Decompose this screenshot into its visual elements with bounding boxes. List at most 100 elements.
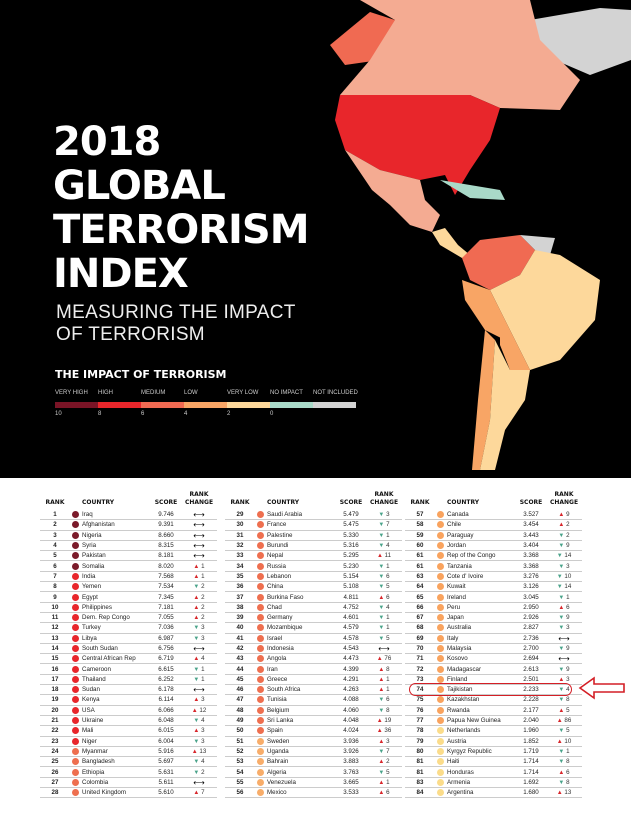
- rank: 54: [236, 768, 244, 776]
- rank-change-value: 1: [201, 665, 205, 673]
- arrow-up-icon: ▲: [376, 718, 383, 725]
- rank-change: ▲ 5: [549, 707, 579, 714]
- country: France: [267, 521, 287, 529]
- no-change-icon: ⟷: [558, 633, 570, 643]
- impact-dot: [71, 552, 79, 560]
- country: Mozambique: [267, 624, 303, 632]
- score: 3.126: [523, 583, 539, 591]
- table-row: 11 Dem. Rep Congo 7.055 ▲ 2: [40, 613, 217, 624]
- rank: 53: [236, 758, 244, 766]
- arrow-up-icon: ▲: [558, 707, 565, 714]
- country: Burundi: [267, 542, 289, 550]
- country: Kosovo: [447, 655, 468, 663]
- arrow-down-icon: ▼: [378, 748, 385, 755]
- country: Rep of the Congo: [447, 552, 496, 560]
- impact-dot: [436, 552, 444, 560]
- arrow-up-icon: ▲: [558, 769, 565, 776]
- table-row: 33 Nepal 5.295 ▲ 11: [225, 551, 402, 562]
- rank: 31: [236, 531, 244, 539]
- impact-dot: [71, 758, 79, 766]
- country: Belgium: [267, 706, 290, 714]
- score: 6.114: [158, 696, 174, 704]
- impact-dot: [436, 593, 444, 601]
- country: Burkina Faso: [267, 593, 304, 601]
- arrow-down-icon: ▼: [378, 543, 385, 550]
- arrow-down-icon: ▼: [378, 625, 385, 632]
- country: Libya: [82, 634, 97, 642]
- rank-change: ▲ 6: [369, 789, 399, 796]
- rank-change: ⟷: [369, 644, 399, 653]
- rank-change-value: 2: [201, 583, 205, 591]
- country: Uganda: [267, 747, 289, 755]
- country: Tanzania: [447, 562, 472, 570]
- country: Russia: [267, 562, 286, 570]
- table-row: 64 Kuwait 3.126 ▼ 14: [405, 582, 582, 593]
- usa: [335, 95, 500, 195]
- arrow-down-icon: ▼: [378, 563, 385, 570]
- rank-change: ▼ 14: [549, 583, 579, 590]
- rank-change-value: 6: [386, 572, 390, 580]
- rank-change: ▲ 36: [369, 727, 399, 734]
- rank-change: ▲ 10: [549, 738, 579, 745]
- rank: 71: [416, 655, 424, 663]
- table-row: 43 Angola 4.473 ▲ 76: [225, 654, 402, 665]
- rank-change-value: 36: [384, 727, 392, 735]
- rank: 26: [51, 768, 59, 776]
- header-score: SCORE: [154, 499, 178, 506]
- score: 6.987: [158, 634, 174, 642]
- americas-map: [270, 0, 631, 470]
- rank-change-value: 9: [566, 511, 570, 519]
- arrow-up-icon: ▲: [193, 728, 200, 735]
- arrow-down-icon: ▼: [558, 697, 565, 704]
- country: Mali: [82, 727, 94, 735]
- arrow-down-icon: ▼: [193, 718, 200, 725]
- arrow-up-icon: ▲: [193, 604, 200, 611]
- arrow-up-icon: ▲: [558, 512, 565, 519]
- impact-dot: [436, 758, 444, 766]
- country: Cameroon: [82, 665, 111, 673]
- country: Sri Lanka: [267, 717, 294, 725]
- rank: 50: [236, 727, 244, 735]
- impact-dot: [256, 562, 264, 570]
- rank-change-value: 6: [386, 593, 390, 601]
- rank: 66: [416, 603, 424, 611]
- impact-dot: [256, 768, 264, 776]
- rank: 16: [51, 665, 59, 673]
- table-row: 52 Uganda 3.926 ▼ 7: [225, 747, 402, 758]
- score: 5.610: [158, 789, 174, 797]
- rank: 17: [51, 675, 59, 683]
- arrow-up-icon: ▲: [376, 656, 383, 663]
- no-change-icon: ⟷: [378, 644, 390, 653]
- country: Italy: [447, 634, 459, 642]
- rank-change-value: 8: [566, 778, 570, 786]
- score: 3.665: [343, 778, 359, 786]
- country: Indonesia: [267, 645, 294, 652]
- impact-dot: [436, 603, 444, 611]
- country: Egypt: [82, 593, 98, 601]
- rank-change: ▲ 1: [369, 676, 399, 683]
- score: 1.960: [523, 727, 539, 735]
- rank-change: ▼ 7: [369, 748, 399, 755]
- score: 2.228: [523, 696, 539, 704]
- arrow-down-icon: ▼: [378, 635, 385, 642]
- arrow-up-icon: ▲: [378, 676, 385, 683]
- impact-dot: [256, 706, 264, 714]
- rank-change: ▼ 3: [369, 511, 399, 518]
- rank-change-value: 13: [564, 789, 572, 797]
- impact-dot: [256, 717, 264, 725]
- country: Ethiopia: [82, 768, 105, 776]
- rank-change-value: 5: [566, 727, 570, 735]
- arrow-down-icon: ▼: [378, 707, 385, 714]
- table-row: 16 Cameroon 6.615 ▼ 1: [40, 664, 217, 675]
- rank: 43: [236, 655, 244, 663]
- impact-dot: [256, 572, 264, 580]
- rank-change: ⟷: [184, 644, 214, 653]
- rank-change: ▲ 8: [369, 666, 399, 673]
- no-change-icon: ⟷: [193, 510, 205, 520]
- table-row: 32 Burundi 5.316 ▼ 4: [225, 541, 402, 552]
- score: 6.066: [158, 706, 174, 714]
- rank: 35: [236, 572, 244, 580]
- rank: 40: [236, 624, 244, 632]
- table-row: 27 Colombia 5.611 ⟷: [40, 778, 217, 789]
- arrow-up-icon: ▲: [556, 718, 563, 725]
